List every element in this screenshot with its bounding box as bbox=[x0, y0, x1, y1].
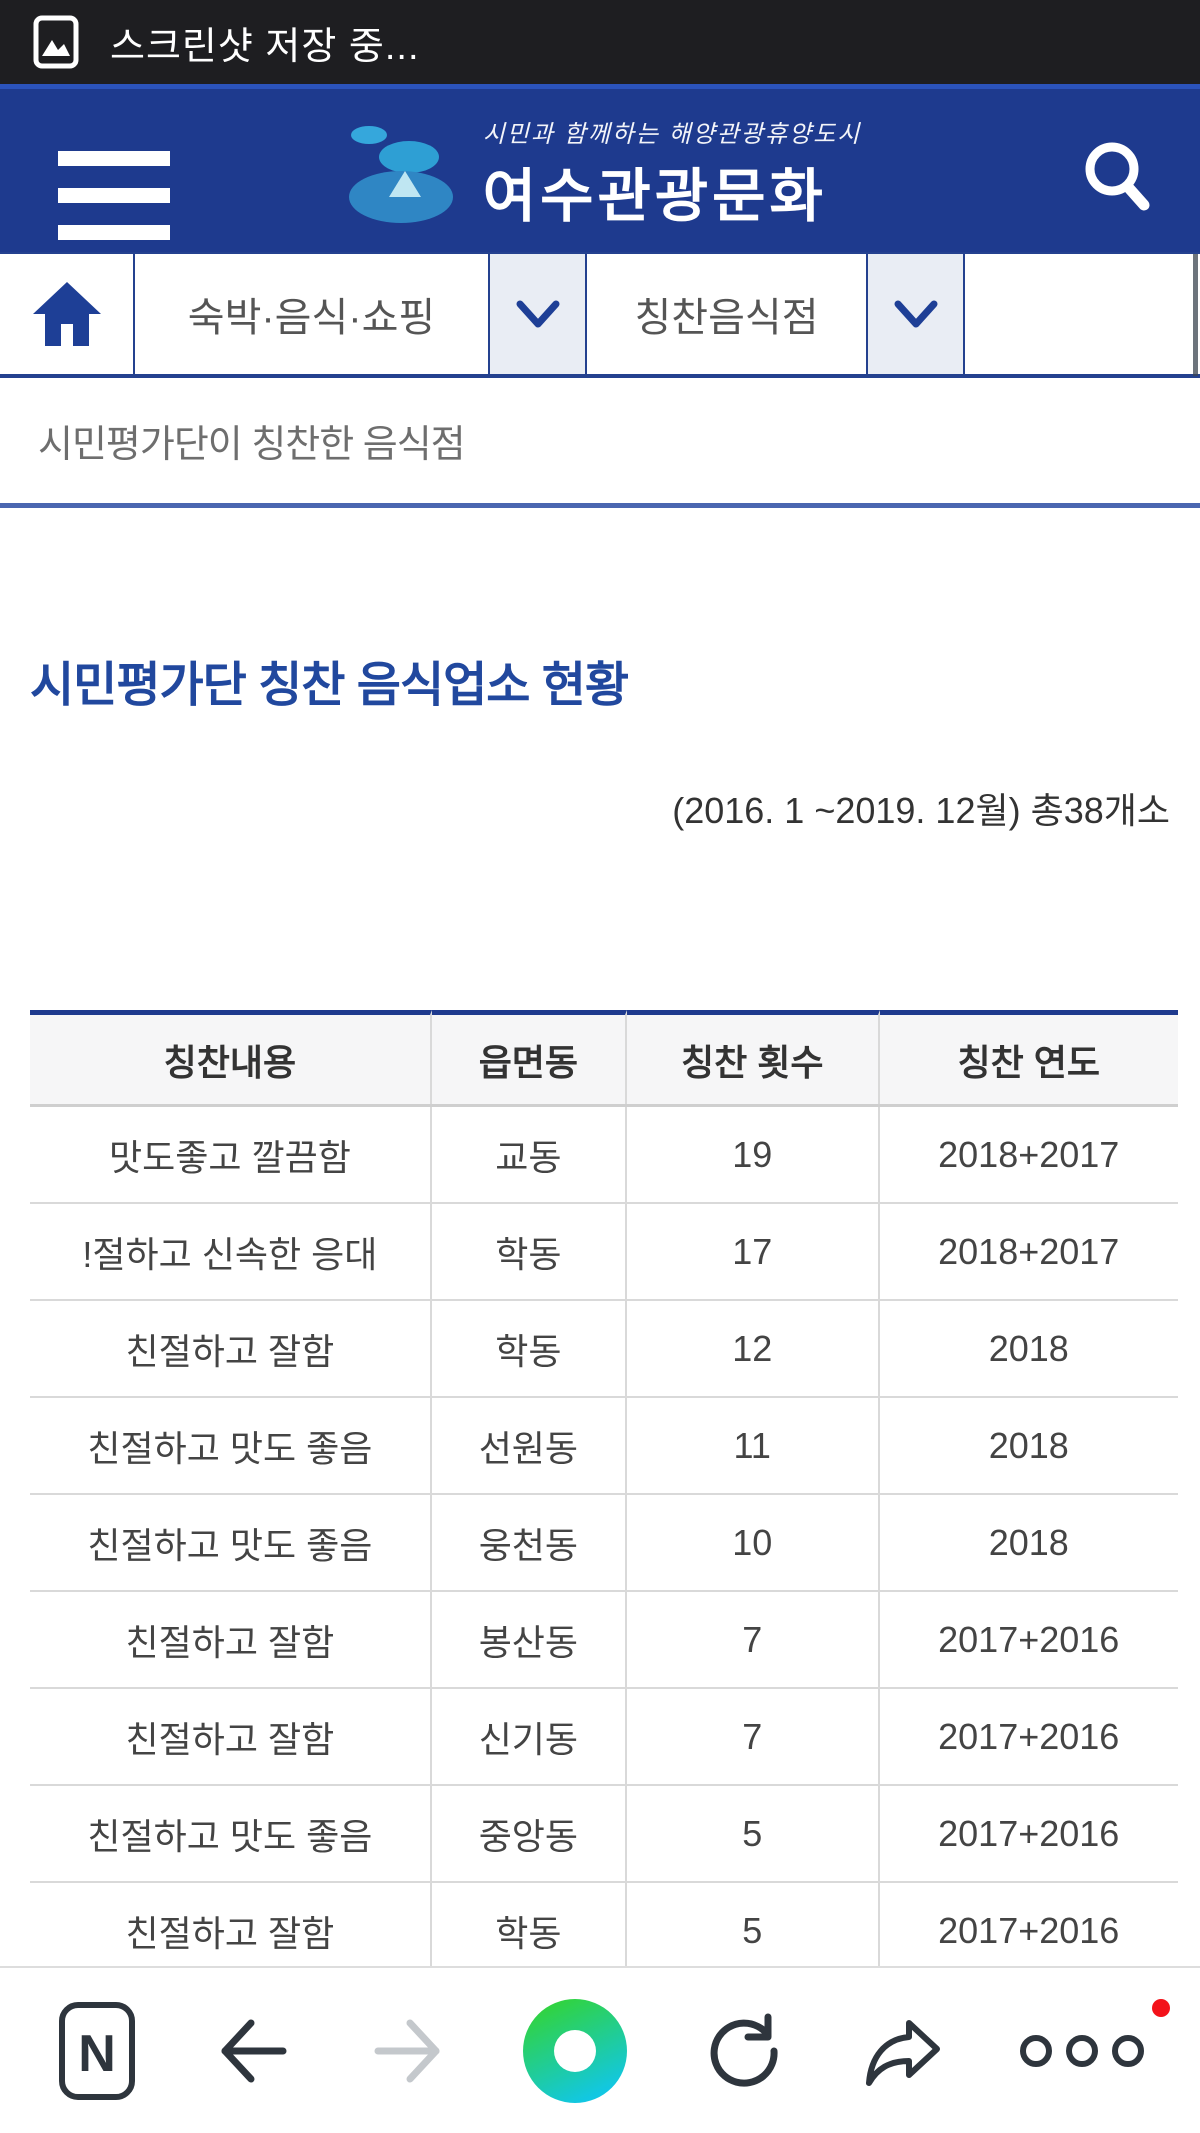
home-button[interactable] bbox=[0, 254, 135, 374]
table-cell: 중앙동 bbox=[432, 1786, 627, 1881]
table-cell: 2017+2016 bbox=[938, 1715, 1120, 1757]
scrollbar-thumb[interactable] bbox=[1193, 254, 1198, 376]
nav-category-select[interactable]: 숙박·음식·쇼핑 bbox=[135, 254, 490, 374]
page-subtitle: (2016. 1 ~2019. 12월) 총38개소 bbox=[672, 790, 1170, 831]
table-cell: 선원동 bbox=[432, 1398, 627, 1493]
section-title-bar: 시민평가단이 칭찬한 음식점 bbox=[0, 378, 1200, 508]
table-row: 친절하고 맛도 좋음 선원동 11 2018 bbox=[30, 1398, 1178, 1495]
table-header-row: 칭찬내용 읍면동 칭찬 횟수 칭찬 연도 bbox=[30, 1010, 1178, 1107]
status-text: 스크린샷 저장 중... bbox=[110, 25, 420, 68]
table-cell: 맛도좋고 깔끔함 bbox=[30, 1107, 432, 1202]
table-cell: 12 bbox=[627, 1301, 880, 1396]
table-cell: 10 bbox=[627, 1495, 880, 1590]
table-cell: 2018+2017 bbox=[938, 1133, 1120, 1175]
more-icon[interactable] bbox=[1020, 1998, 1170, 2067]
table-cell: 17 bbox=[627, 1204, 880, 1299]
forward-icon[interactable] bbox=[368, 2011, 448, 2091]
home-icon bbox=[32, 282, 101, 346]
home-dot-icon[interactable] bbox=[523, 1998, 627, 2103]
table-cell: 친절하고 잘함 bbox=[30, 1883, 432, 1978]
column-header: 읍면동 bbox=[431, 1010, 627, 1104]
table-cell: 친절하고 잘함 bbox=[30, 1689, 432, 1784]
table-row: 친절하고 잘함 학동 12 2018 bbox=[30, 1301, 1178, 1398]
search-icon[interactable] bbox=[1080, 137, 1156, 213]
table-row: 맛도좋고 깔끔함 교동 19 2018+2017 bbox=[30, 1107, 1178, 1204]
hamburger-menu-icon[interactable] bbox=[58, 151, 170, 241]
refresh-icon[interactable] bbox=[702, 2009, 786, 2093]
naver-icon[interactable]: N bbox=[56, 1999, 138, 2103]
back-icon[interactable] bbox=[213, 2011, 293, 2091]
table-cell: 2018 bbox=[988, 1327, 1069, 1369]
section-title: 시민평가단이 칭찬한 음식점 bbox=[38, 424, 466, 466]
nav-subcategory-dropdown-button[interactable] bbox=[868, 254, 965, 374]
table-cell: 친절하고 맛도 좋음 bbox=[30, 1786, 432, 1881]
page-title: 시민평가단 칭찬 음식업소 현황 bbox=[30, 659, 629, 712]
column-header: 칭찬 횟수 bbox=[626, 1010, 880, 1104]
table-cell: 학동 bbox=[432, 1883, 627, 1978]
table-cell: 교동 bbox=[432, 1107, 627, 1202]
table-row: !절하고 신속한 응대 학동 17 2018+2017 bbox=[30, 1204, 1178, 1301]
nav-subcategory-label: 칭찬음식점 bbox=[634, 296, 819, 340]
browser-toolbar: N bbox=[0, 1966, 1200, 2133]
table-row: 친절하고 맛도 좋음 웅천동 10 2018 bbox=[30, 1495, 1178, 1592]
table-cell: 2018+2017 bbox=[938, 1230, 1120, 1272]
logo-title: 여수관광문화 bbox=[482, 163, 827, 229]
table-cell: 7 bbox=[627, 1592, 880, 1687]
table-cell: 19 bbox=[627, 1107, 880, 1202]
table-cell: 친절하고 잘함 bbox=[30, 1592, 432, 1687]
table-row: 친절하고 잘함 학동 5 2017+2016 bbox=[30, 1883, 1178, 1980]
notification-badge bbox=[1152, 1998, 1170, 2017]
table-cell: 친절하고 맛도 좋음 bbox=[30, 1495, 432, 1590]
table-cell: 11 bbox=[627, 1398, 880, 1493]
nav-category-label: 숙박·음식·쇼핑 bbox=[187, 296, 436, 340]
table-cell: 2017+2016 bbox=[938, 1909, 1120, 1951]
site-header: 시민과 함께하는 해양관광휴양도시 여수관광문화 bbox=[0, 84, 1200, 252]
table-row: 친절하고 잘함 봉산동 7 2017+2016 bbox=[30, 1592, 1178, 1689]
chevron-down-icon bbox=[516, 300, 559, 328]
table-cell: 2017+2016 bbox=[938, 1812, 1120, 1854]
table-cell: 학동 bbox=[432, 1301, 627, 1396]
nav-category-dropdown-button[interactable] bbox=[490, 254, 587, 374]
column-header: 칭찬 연도 bbox=[879, 1010, 1178, 1104]
table-cell: 5 bbox=[627, 1883, 880, 1978]
table-cell: 친절하고 맛도 좋음 bbox=[30, 1398, 432, 1493]
status-bar: 스크린샷 저장 중... bbox=[0, 0, 1200, 84]
chevron-down-icon bbox=[894, 300, 937, 328]
image-icon bbox=[33, 15, 79, 69]
table-cell: 2018 bbox=[988, 1521, 1069, 1563]
breadcrumb-nav: 숙박·음식·쇼핑 칭찬음식점 bbox=[0, 252, 1200, 378]
table-cell: 웅천동 bbox=[432, 1495, 627, 1590]
table-cell: 봉산동 bbox=[432, 1592, 627, 1687]
nav-spacer bbox=[965, 254, 1200, 374]
table-body: 맛도좋고 깔끔함 교동 19 2018+2017 !절하고 신속한 응대 학동 17 2018… bbox=[30, 1107, 1178, 1980]
table-cell: 친절하고 잘함 bbox=[30, 1301, 432, 1396]
table-cell: 2017+2016 bbox=[938, 1618, 1120, 1660]
nav-subcategory-select[interactable]: 칭찬음식점 bbox=[587, 254, 868, 374]
share-icon[interactable] bbox=[861, 2009, 945, 2093]
table-row: 친절하고 잘함 신기동 7 2017+2016 bbox=[30, 1689, 1178, 1786]
table-cell: !절하고 신속한 응대 bbox=[30, 1204, 432, 1299]
table-cell: 신기동 bbox=[432, 1689, 627, 1784]
site-logo[interactable]: 시민과 함께하는 해양관광휴양도시 여수관광문화 bbox=[0, 103, 1200, 243]
logo-mascot-icon bbox=[348, 126, 453, 223]
table-cell: 5 bbox=[627, 1786, 880, 1881]
table-cell: 2018 bbox=[988, 1424, 1069, 1466]
table-row: 친절하고 맛도 좋음 중앙동 5 2017+2016 bbox=[30, 1786, 1178, 1883]
table-cell: 학동 bbox=[432, 1204, 627, 1299]
column-header: 칭찬내용 bbox=[30, 1010, 432, 1104]
praise-table: 칭찬내용 읍면동 칭찬 횟수 칭찬 연도 맛도좋고 깔끔함 교동 19 2018+20… bbox=[30, 1010, 1178, 1980]
naver-letter: N bbox=[78, 2025, 116, 2083]
logo-tagline: 시민과 함께하는 해양관광휴양도시 bbox=[482, 120, 862, 148]
table-cell: 7 bbox=[627, 1689, 880, 1784]
